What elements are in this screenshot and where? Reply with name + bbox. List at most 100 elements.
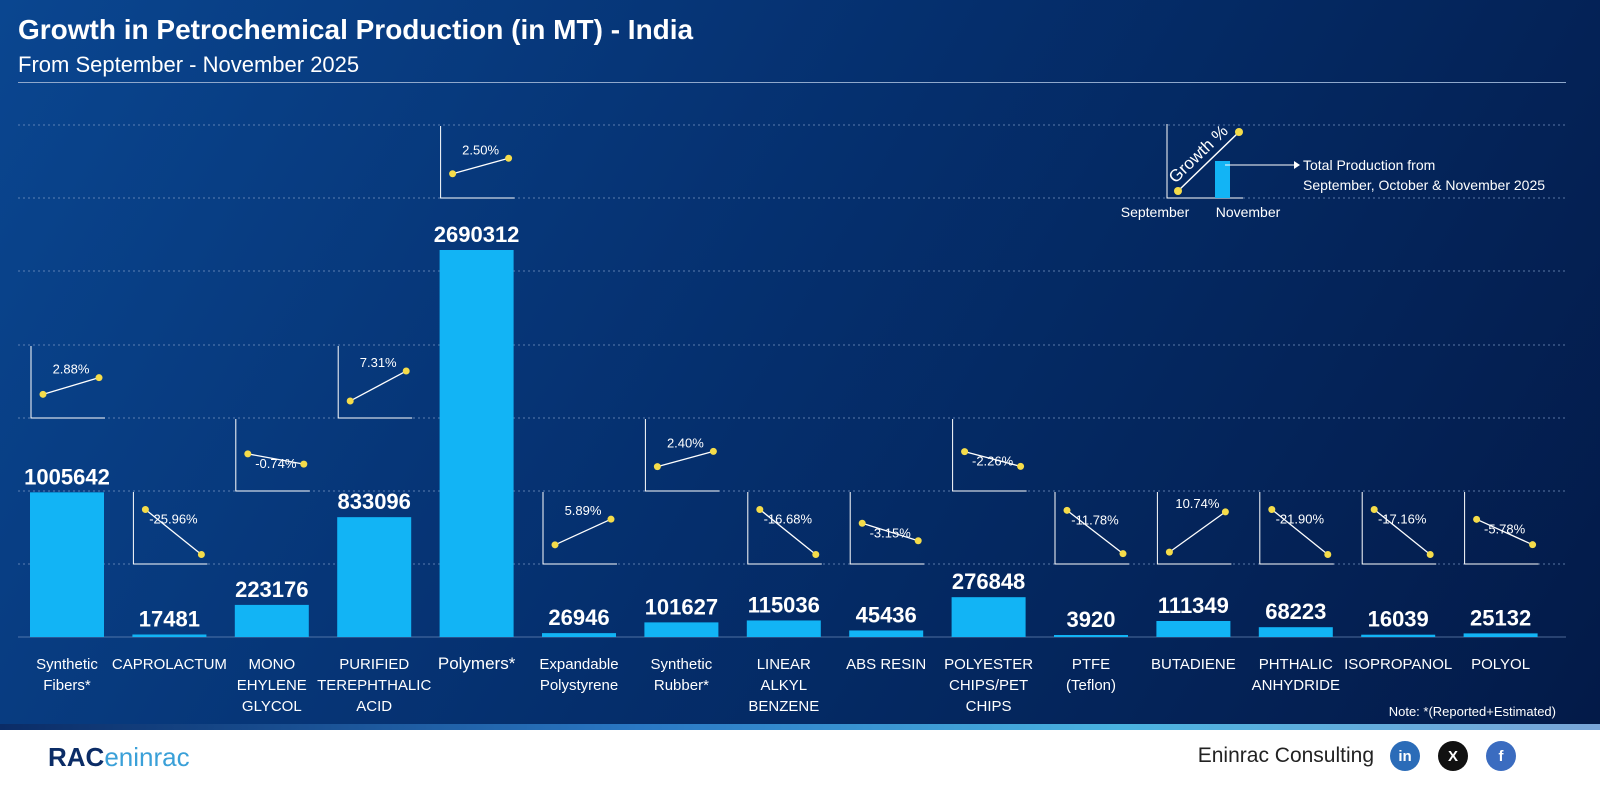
growth-line xyxy=(42,377,100,395)
divider xyxy=(18,82,1566,83)
sparkline-axes xyxy=(1464,492,1539,565)
growth-dot-end xyxy=(197,551,205,558)
bar-value-label: 1005642 xyxy=(24,464,110,489)
footer-brand: Eninrac Consulting xyxy=(1197,744,1374,767)
sparkline-axes xyxy=(1361,492,1437,565)
category-label: ALKYL xyxy=(760,677,807,694)
bar xyxy=(542,633,616,637)
growth-line xyxy=(759,508,817,556)
bar-value-label: 2690312 xyxy=(434,222,520,247)
bar xyxy=(439,250,514,637)
bar-value-label: 17481 xyxy=(139,606,200,631)
category-label: Synthetic xyxy=(651,656,713,673)
bar-value-label: 26946 xyxy=(548,605,609,630)
category-label: ACID xyxy=(356,698,392,715)
growth-line xyxy=(1066,509,1124,555)
growth-dot-start xyxy=(244,450,252,458)
growth-label: -17.16% xyxy=(1378,512,1427,527)
category-label: ANHYDRIDE xyxy=(1252,677,1340,694)
legend-x-end: November xyxy=(1216,204,1281,220)
growth-label: 7.31% xyxy=(360,355,397,370)
sparkline-axes xyxy=(849,492,925,565)
growth-dot-start xyxy=(961,448,969,456)
bar xyxy=(234,604,309,637)
legend-x-start: September xyxy=(1121,204,1190,220)
sparkline-axes xyxy=(747,492,822,565)
x-icon[interactable]: X xyxy=(1438,741,1468,771)
growth-label: -21.90% xyxy=(1276,512,1325,527)
facebook-icon[interactable]: f xyxy=(1486,741,1516,771)
growth-dot-end xyxy=(1426,551,1434,558)
bar xyxy=(1361,634,1436,637)
category-label: EHYLENE xyxy=(237,677,307,694)
growth-dot-start xyxy=(141,506,149,513)
growth-line xyxy=(144,508,202,556)
category-label: GLYCOL xyxy=(242,698,302,715)
bar xyxy=(951,597,1026,637)
category-label: POLYESTER xyxy=(944,656,1033,673)
category-label: Polystyrene xyxy=(540,677,618,694)
bar-value-label: 68223 xyxy=(1265,599,1326,624)
bar-value-label: 101627 xyxy=(645,594,718,619)
category-label: POLYOL xyxy=(1471,656,1530,673)
bar-chart: 1005642 Synthetic Fibers* 17481 CAPROLACTUM 2… xyxy=(18,124,1566,719)
growth-dot-end xyxy=(607,515,615,523)
category-label: Polymers* xyxy=(438,654,516,673)
sparkline-axes xyxy=(952,419,1027,492)
growth-label: -2.26% xyxy=(972,454,1014,469)
growth-dot-start xyxy=(1063,506,1071,514)
eninrac-logo: RACeninrac xyxy=(48,742,190,772)
growth-line xyxy=(349,370,407,402)
growth-dot-end xyxy=(402,367,410,375)
growth-dot-start xyxy=(1473,515,1481,523)
growth-label: -16.68% xyxy=(764,512,813,527)
bar xyxy=(1054,635,1128,637)
growth-dot-end xyxy=(1221,508,1229,516)
category-label: BENZENE xyxy=(748,698,819,715)
growth-dot-end xyxy=(914,537,922,545)
growth-dot-start xyxy=(551,541,559,549)
category-label: (Teflon) xyxy=(1066,677,1116,694)
growth-dot-start xyxy=(346,397,354,405)
sparkline-axes xyxy=(1259,492,1334,565)
growth-label: -0.74% xyxy=(255,456,297,471)
note: Note: *(Reported+Estimated) xyxy=(1389,704,1556,719)
category-label: CHIPS/PET xyxy=(949,677,1028,694)
growth-line xyxy=(1169,511,1226,553)
growth-line xyxy=(1476,518,1533,546)
growth-dot-start xyxy=(39,390,47,398)
growth-label: -25.96% xyxy=(149,512,198,527)
bar-value-label: 115036 xyxy=(748,592,820,617)
bar xyxy=(1156,620,1231,637)
bar xyxy=(746,620,821,637)
growth-dot-end xyxy=(1324,551,1332,558)
bar xyxy=(1258,627,1333,637)
growth-dot-start xyxy=(449,170,457,178)
growth-dot-start xyxy=(1165,548,1173,556)
growth-dot-start xyxy=(1370,506,1378,513)
growth-dot-end xyxy=(812,551,820,558)
bar xyxy=(644,622,719,637)
category-label: BUTADIENE xyxy=(1151,656,1236,673)
page-title: Growth in Petrochemical Production (in M… xyxy=(18,14,694,45)
growth-dot-end xyxy=(1119,550,1127,558)
bar xyxy=(337,517,412,637)
bar xyxy=(1463,633,1538,637)
growth-line xyxy=(247,453,304,465)
growth-dot-end xyxy=(1017,462,1025,470)
category-label: MONO xyxy=(248,656,295,673)
category-label: Synthetic xyxy=(36,656,98,673)
linkedin-icon[interactable]: in xyxy=(1390,741,1420,771)
bar xyxy=(30,492,104,637)
sparkline-axes xyxy=(542,492,617,565)
growth-label: -11.78% xyxy=(1071,512,1119,527)
bar-value-label: 16039 xyxy=(1368,607,1429,632)
bar-value-label: 25132 xyxy=(1470,605,1531,630)
growth-dot-end xyxy=(709,447,717,455)
growth-dot-start xyxy=(653,463,661,471)
growth-dot-end xyxy=(95,374,103,382)
growth-label: 5.89% xyxy=(565,503,602,518)
sparkline-axes xyxy=(1156,492,1232,565)
growth-dot-end xyxy=(1529,541,1537,549)
category-label: ABS RESIN xyxy=(846,656,926,673)
